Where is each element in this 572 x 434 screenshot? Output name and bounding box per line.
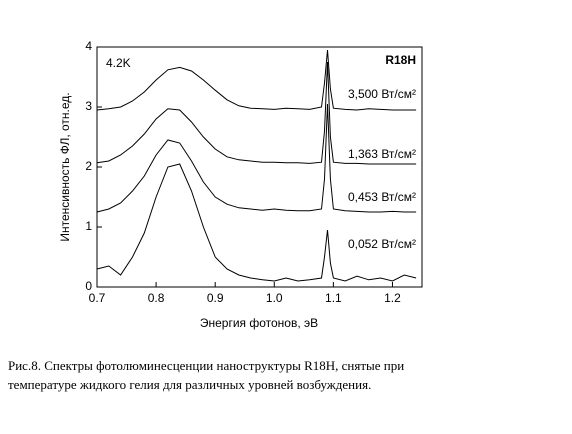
caption: Рис.8. Спектры фотолюминесценции наностр… [8, 358, 404, 373]
x-tick-label: 0.8 [148, 291, 165, 305]
x-tick-label: 1.1 [325, 291, 342, 305]
y-tick-label: 0 [85, 279, 92, 293]
series-line [96, 103, 417, 213]
x-tick-label: 1.0 [266, 291, 283, 305]
y-tick-label: 4 [85, 39, 92, 53]
y-tick-label: 2 [85, 159, 92, 173]
legend-label: 3,500 Вт/см² [348, 87, 416, 101]
legend-label: 0,453 Вт/см² [348, 190, 416, 204]
y-tick-label: 1 [85, 219, 92, 233]
x-axis-label: Энергия фотонов, эВ [200, 316, 318, 330]
x-tick-label: 0.7 [89, 291, 106, 305]
y-axis-label: Интенсивность ФЛ, отн.ед. [58, 92, 72, 241]
y-tick-label: 3 [85, 99, 92, 113]
annotation: 4.2K [106, 56, 131, 70]
series-line [96, 163, 417, 282]
annotation: R18H [385, 53, 416, 67]
legend-label: 1,363 Вт/см² [348, 147, 416, 161]
series-line [96, 49, 417, 111]
legend-label: 0,052 Вт/см² [348, 237, 416, 251]
x-tick-label: 1.2 [384, 291, 401, 305]
series-line [96, 61, 417, 165]
caption: температуре жидкого гелия для различных … [8, 377, 371, 392]
x-tick-label: 0.9 [207, 291, 224, 305]
